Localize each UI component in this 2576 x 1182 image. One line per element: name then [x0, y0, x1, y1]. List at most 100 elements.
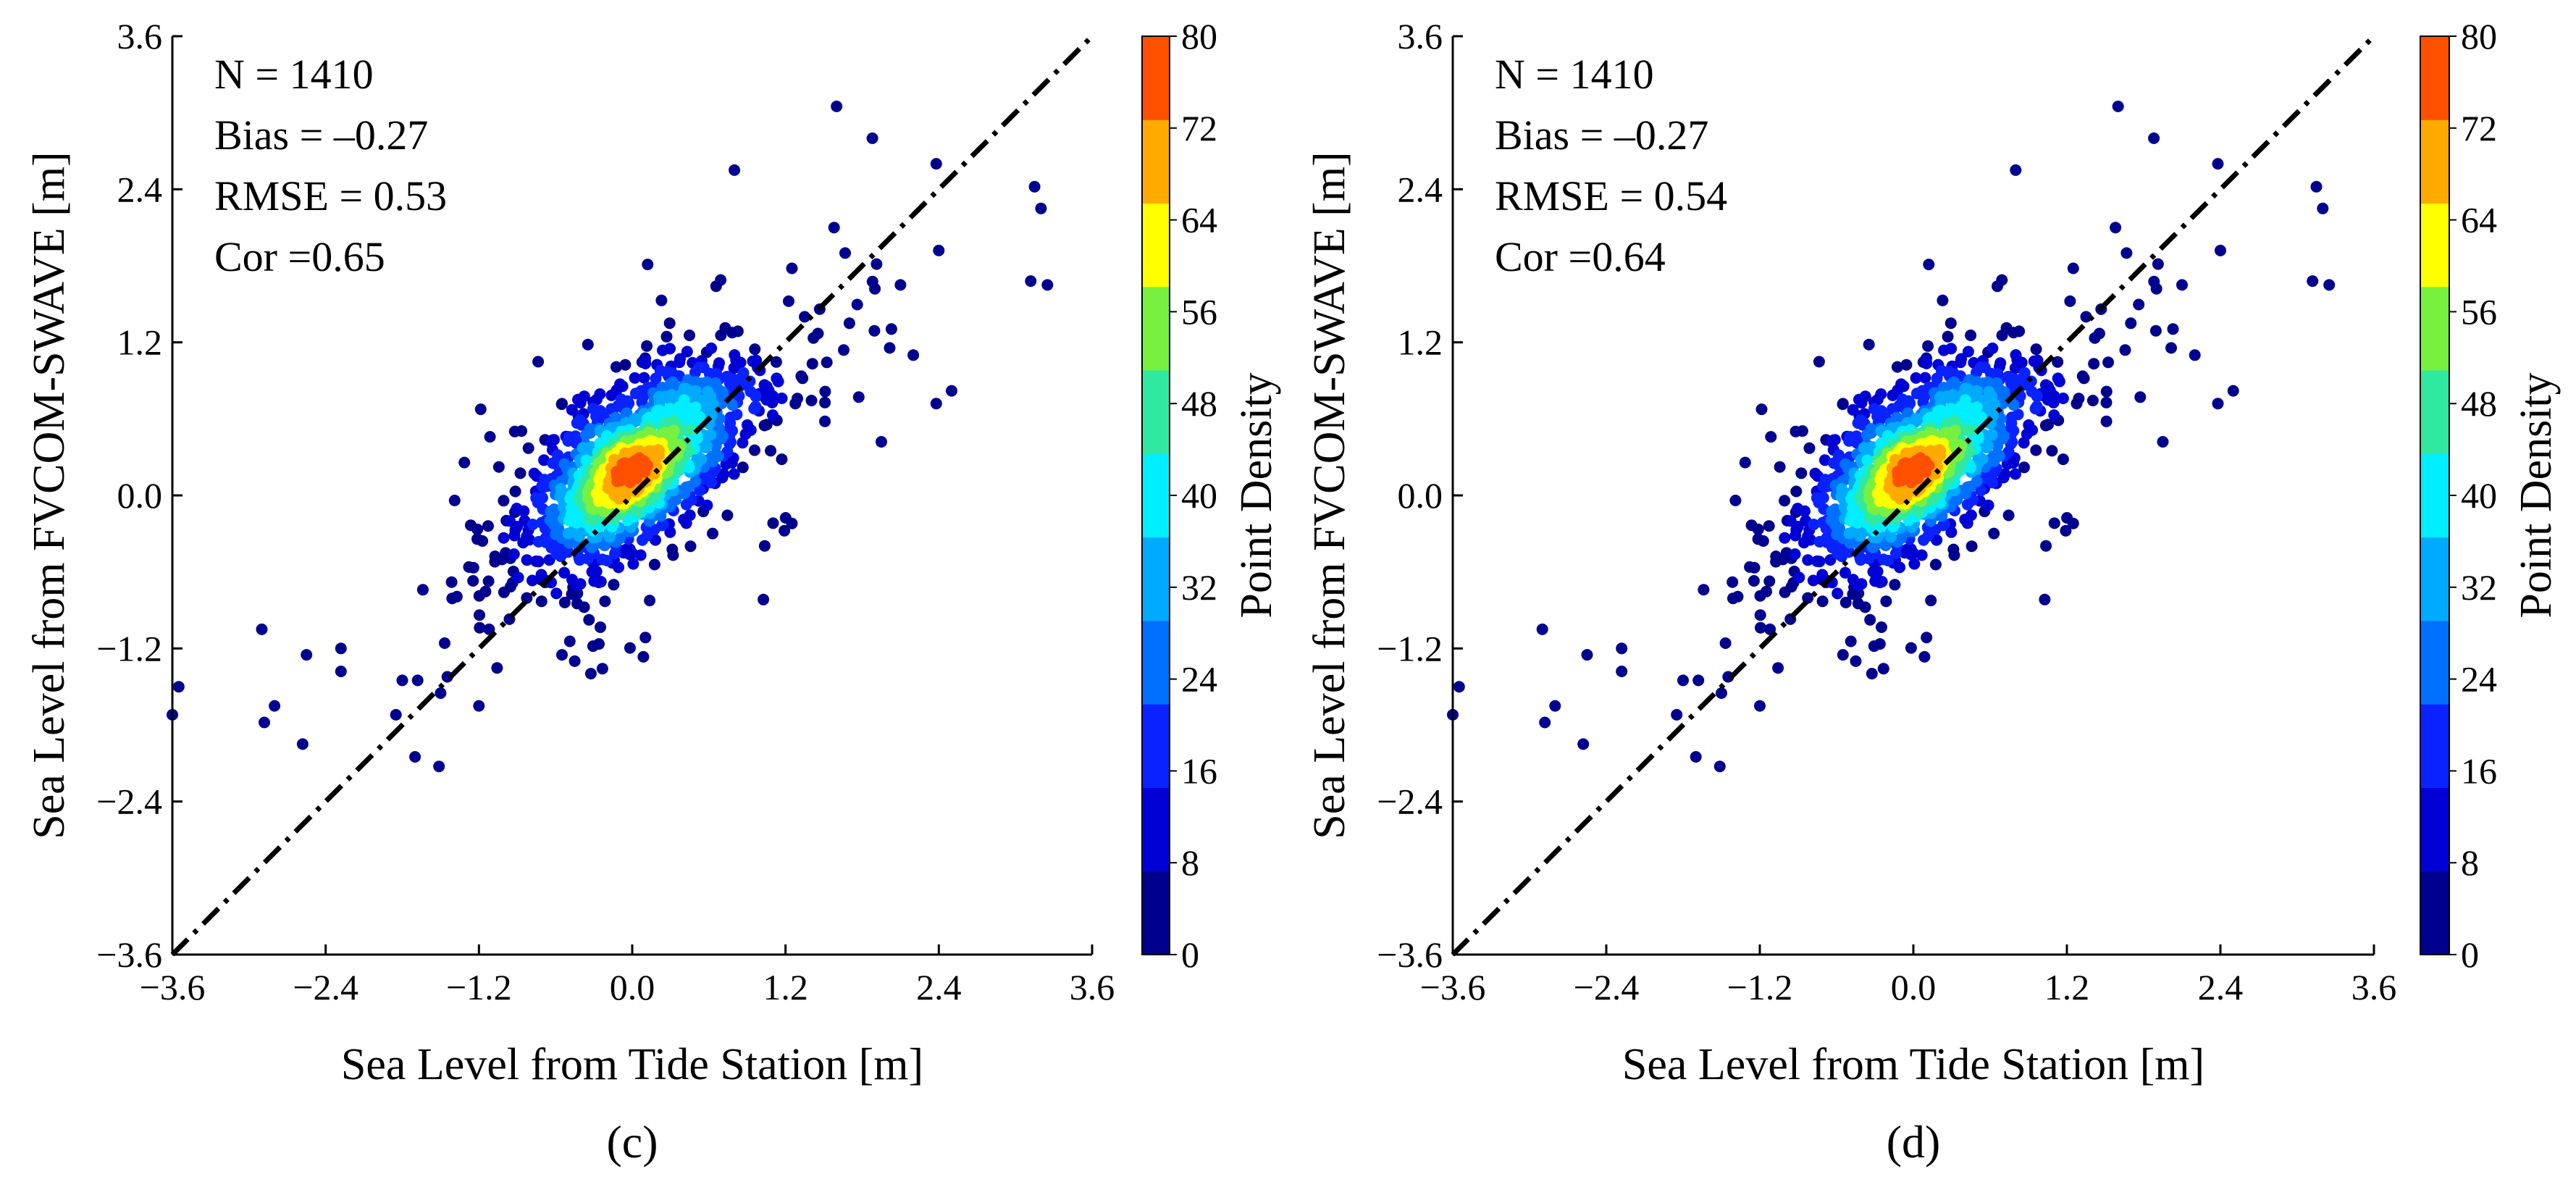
data-point	[619, 359, 632, 371]
data-point	[946, 385, 957, 397]
data-point	[2165, 342, 2177, 354]
data-point	[1850, 655, 1862, 667]
data-point	[1716, 687, 1727, 699]
data-point	[1900, 544, 1913, 556]
data-point	[767, 409, 779, 422]
data-point	[758, 419, 771, 432]
colorbar-segment	[2420, 453, 2449, 538]
data-point	[1692, 674, 1705, 687]
data-point	[1920, 355, 1932, 367]
data-point	[535, 569, 547, 581]
data-point	[869, 282, 881, 295]
data-point	[2053, 375, 2065, 387]
data-point	[2102, 356, 2115, 369]
data-point	[1698, 584, 1710, 596]
data-point	[1802, 554, 1814, 566]
data-point	[532, 356, 545, 368]
data-point	[1763, 520, 1775, 532]
data-point	[2040, 540, 2052, 552]
y-tick-label: 3.6	[117, 16, 163, 56]
data-point	[269, 700, 281, 712]
data-point	[907, 349, 920, 361]
data-point	[1861, 454, 1874, 466]
colorbar-tick-label: 64	[2461, 200, 2497, 240]
data-point	[776, 453, 788, 466]
data-point	[521, 554, 533, 566]
data-point	[737, 437, 749, 449]
data-point	[574, 397, 587, 409]
data-point	[526, 519, 539, 531]
colorbar-tick-label: 24	[2461, 659, 2497, 700]
colorbar-segment	[2420, 120, 2449, 204]
data-point	[1779, 532, 1791, 544]
data-point	[582, 338, 594, 351]
colorbar-tick-label: 56	[2461, 291, 2497, 332]
data-point	[1992, 280, 2003, 293]
data-point	[1754, 700, 1766, 712]
data-point	[2167, 323, 2179, 335]
stat-annotation: RMSE = 0.54	[1495, 172, 1727, 219]
data-point	[516, 425, 528, 437]
data-point	[1790, 485, 1803, 498]
data-point	[668, 393, 681, 404]
data-point	[2157, 436, 2169, 448]
data-point	[660, 330, 673, 343]
y-tick-label: −3.6	[96, 934, 162, 975]
data-point	[2039, 593, 2051, 605]
data-point	[786, 262, 798, 274]
data-point	[721, 509, 734, 521]
data-point	[724, 411, 737, 424]
colorbar-tick-label: 72	[2461, 108, 2497, 148]
data-point	[663, 317, 676, 330]
data-point	[681, 345, 693, 358]
colorbar-tick-label: 80	[1181, 16, 1217, 56]
data-point	[301, 649, 313, 661]
colorbar-tick-label: 32	[1181, 567, 1217, 608]
data-point	[2018, 461, 2030, 474]
data-point	[851, 298, 863, 311]
data-point	[705, 342, 718, 354]
data-point	[1779, 495, 1791, 507]
colorbar-tick-label: 0	[2461, 934, 2479, 975]
data-point	[2046, 445, 2058, 457]
data-point	[2071, 398, 2083, 410]
data-point	[411, 674, 424, 687]
data-point	[742, 419, 753, 431]
data-point	[439, 637, 450, 649]
data-point	[596, 553, 608, 566]
data-point	[694, 485, 706, 497]
data-point	[715, 330, 727, 341]
data-point	[2323, 279, 2336, 291]
data-point	[1793, 571, 1805, 584]
colorbar-segment	[2420, 537, 2449, 621]
data-point	[1908, 558, 1921, 570]
data-point	[2067, 262, 2079, 274]
colorbar-tick-label: 24	[1181, 659, 1217, 700]
data-point	[819, 415, 831, 427]
data-point	[1816, 595, 1829, 608]
data-point	[596, 663, 608, 675]
data-point	[1616, 642, 1628, 655]
data-point	[1755, 403, 1768, 416]
data-point	[569, 655, 581, 667]
data-point	[894, 279, 907, 291]
data-point	[491, 662, 503, 674]
data-point	[1837, 649, 1849, 661]
data-point	[678, 410, 690, 422]
data-point	[1950, 393, 1962, 404]
colorbar: 0 8 16 24 32 40 48 56 64 72 80 Point Density	[2420, 16, 2561, 975]
colorbar-tick-label: 48	[1181, 383, 1217, 424]
data-point	[933, 244, 945, 256]
x-tick-label: 0.0	[1891, 967, 1937, 1007]
x-tick-label: 1.2	[763, 967, 808, 1007]
data-point	[1959, 410, 1971, 422]
x-tick-label: −1.2	[446, 967, 512, 1007]
y-tick-label: −1.2	[1377, 628, 1443, 668]
data-point	[473, 700, 485, 712]
data-point	[335, 642, 347, 655]
y-axis-label: Sea Level from FVCOM-SWAVE [m]	[25, 151, 74, 839]
data-point	[537, 492, 548, 504]
data-point	[2100, 415, 2113, 427]
data-point	[558, 566, 571, 579]
data-point	[1864, 613, 1876, 626]
